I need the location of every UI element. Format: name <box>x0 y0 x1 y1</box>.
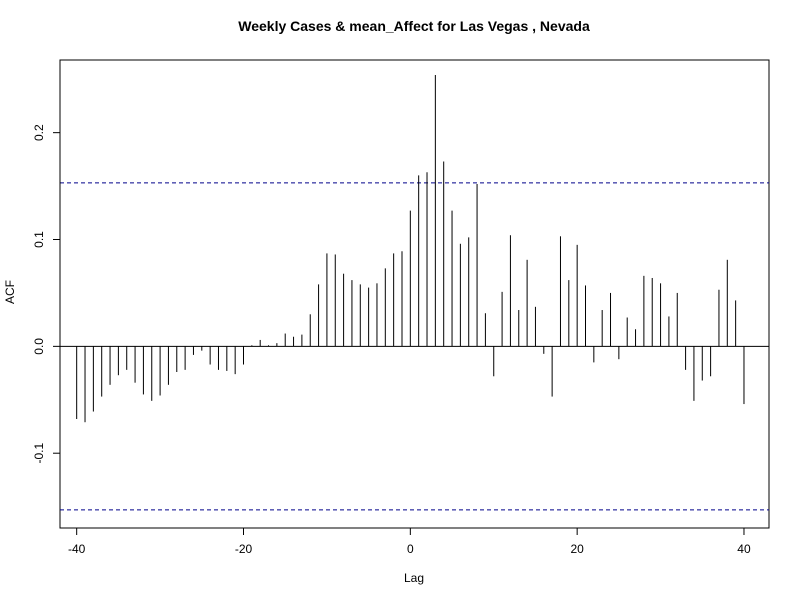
chart-title: Weekly Cases & mean_Affect for Las Vegas… <box>238 18 590 34</box>
x-tick-label: 40 <box>737 542 751 556</box>
y-tick-label: 0.2 <box>32 124 46 141</box>
y-axis: -0.1 0.0 0.1 0.2 <box>32 124 61 464</box>
x-tick-label: -20 <box>235 542 253 556</box>
y-tick-label: 0.1 <box>32 231 46 248</box>
x-tick-label: -40 <box>68 542 86 556</box>
x-tick-label: 0 <box>407 542 414 556</box>
x-tick-label: 20 <box>570 542 584 556</box>
y-tick-label: 0.0 <box>32 338 46 355</box>
y-tick-label: -0.1 <box>32 443 46 464</box>
y-axis-label: ACF <box>3 280 17 304</box>
confidence-bounds <box>60 182 769 511</box>
x-axis: -40 -20 0 20 40 <box>68 527 751 556</box>
acf-bars <box>76 74 745 423</box>
plot-frame <box>59 59 770 529</box>
x-axis-label: Lag <box>404 571 424 585</box>
